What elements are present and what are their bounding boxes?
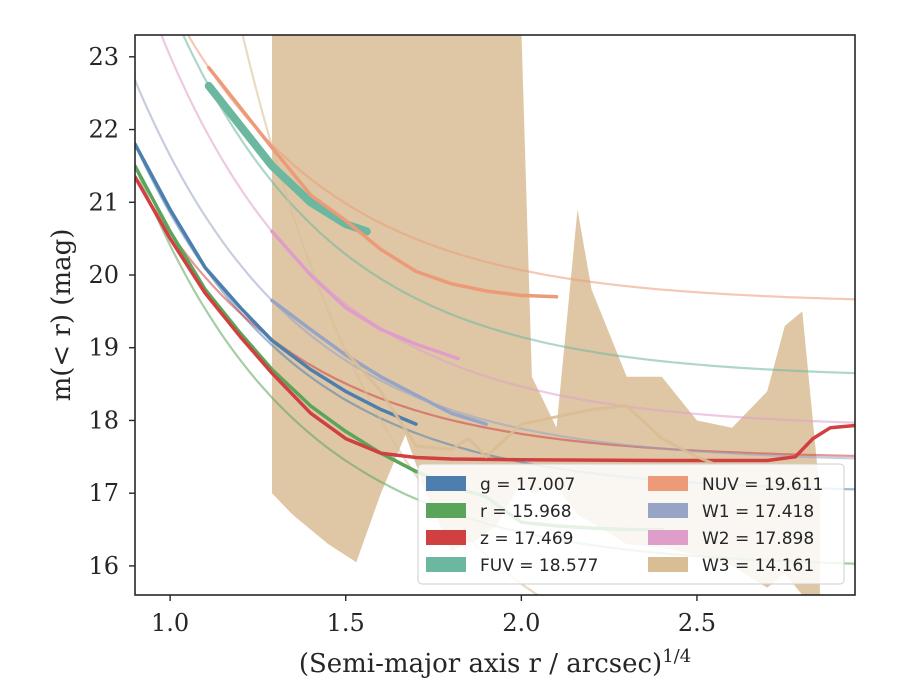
y-tick-label: 18 [88, 406, 119, 434]
y-tick-label: 17 [88, 479, 119, 507]
legend-swatch-w3 [648, 557, 688, 572]
legend-label-nuv: NUV = 19.611 [702, 475, 823, 495]
y-tick-label: 21 [88, 188, 119, 216]
legend-label-fuv: FUV = 18.577 [480, 556, 598, 576]
w3-band [272, 35, 820, 595]
legend-swatch-fuv [426, 557, 466, 572]
legend-swatch-z [426, 530, 466, 545]
plot-area [135, 35, 855, 595]
plot-frame [134, 34, 856, 596]
y-tick-label: 23 [88, 43, 119, 71]
legend: g = 17.007 r = 15.968 z = 17.469 FUV = 18.5… [417, 463, 845, 585]
x-axis-label: (Semi-major axis r / arcsec)1/4 [299, 646, 691, 679]
y-axis: 16 17 18 19 20 21 22 23 [88, 43, 135, 580]
z-profile-line [135, 175, 855, 463]
x-axis: 1.0 1.5 2.0 2.5 [151, 595, 716, 637]
g-profile-line [135, 142, 418, 426]
y-tick-label: 20 [88, 261, 119, 289]
z-model-curve [135, 174, 855, 457]
y-tick-label: 19 [88, 334, 119, 362]
legend-label-z: z = 17.469 [480, 529, 573, 549]
legend-swatch-w1 [648, 503, 688, 518]
x-tick-label: 1.0 [151, 609, 189, 637]
legend-swatch-g [426, 476, 466, 491]
w2-model-curve [160, 35, 855, 424]
legend-label-w1: W1 = 17.418 [702, 502, 814, 522]
legend-box [417, 463, 845, 585]
legend-swatch-r [426, 503, 466, 518]
x-tick-label: 2.5 [678, 609, 716, 637]
y-axis-label: m(< r) (mag) [47, 229, 77, 402]
x-tick-label: 1.5 [327, 609, 365, 637]
legend-swatch-w2 [648, 530, 688, 545]
nuv-profile-line [207, 65, 559, 299]
x-tick-label: 2.0 [502, 609, 540, 637]
y-tick-label: 16 [88, 552, 119, 580]
w2-profile-line [270, 229, 460, 361]
legend-swatch-nuv [648, 476, 688, 491]
y-tick-label: 22 [88, 116, 119, 144]
legend-label-r: r = 15.968 [480, 502, 572, 522]
fuv-model-curve [181, 35, 855, 375]
legend-label-w3: W3 = 14.161 [702, 556, 814, 576]
legend-label-g: g = 17.007 [480, 475, 575, 495]
w1-profile-line [270, 298, 488, 426]
legend-label-w2: W2 = 17.898 [702, 529, 814, 549]
w1-model-curve [135, 77, 855, 460]
